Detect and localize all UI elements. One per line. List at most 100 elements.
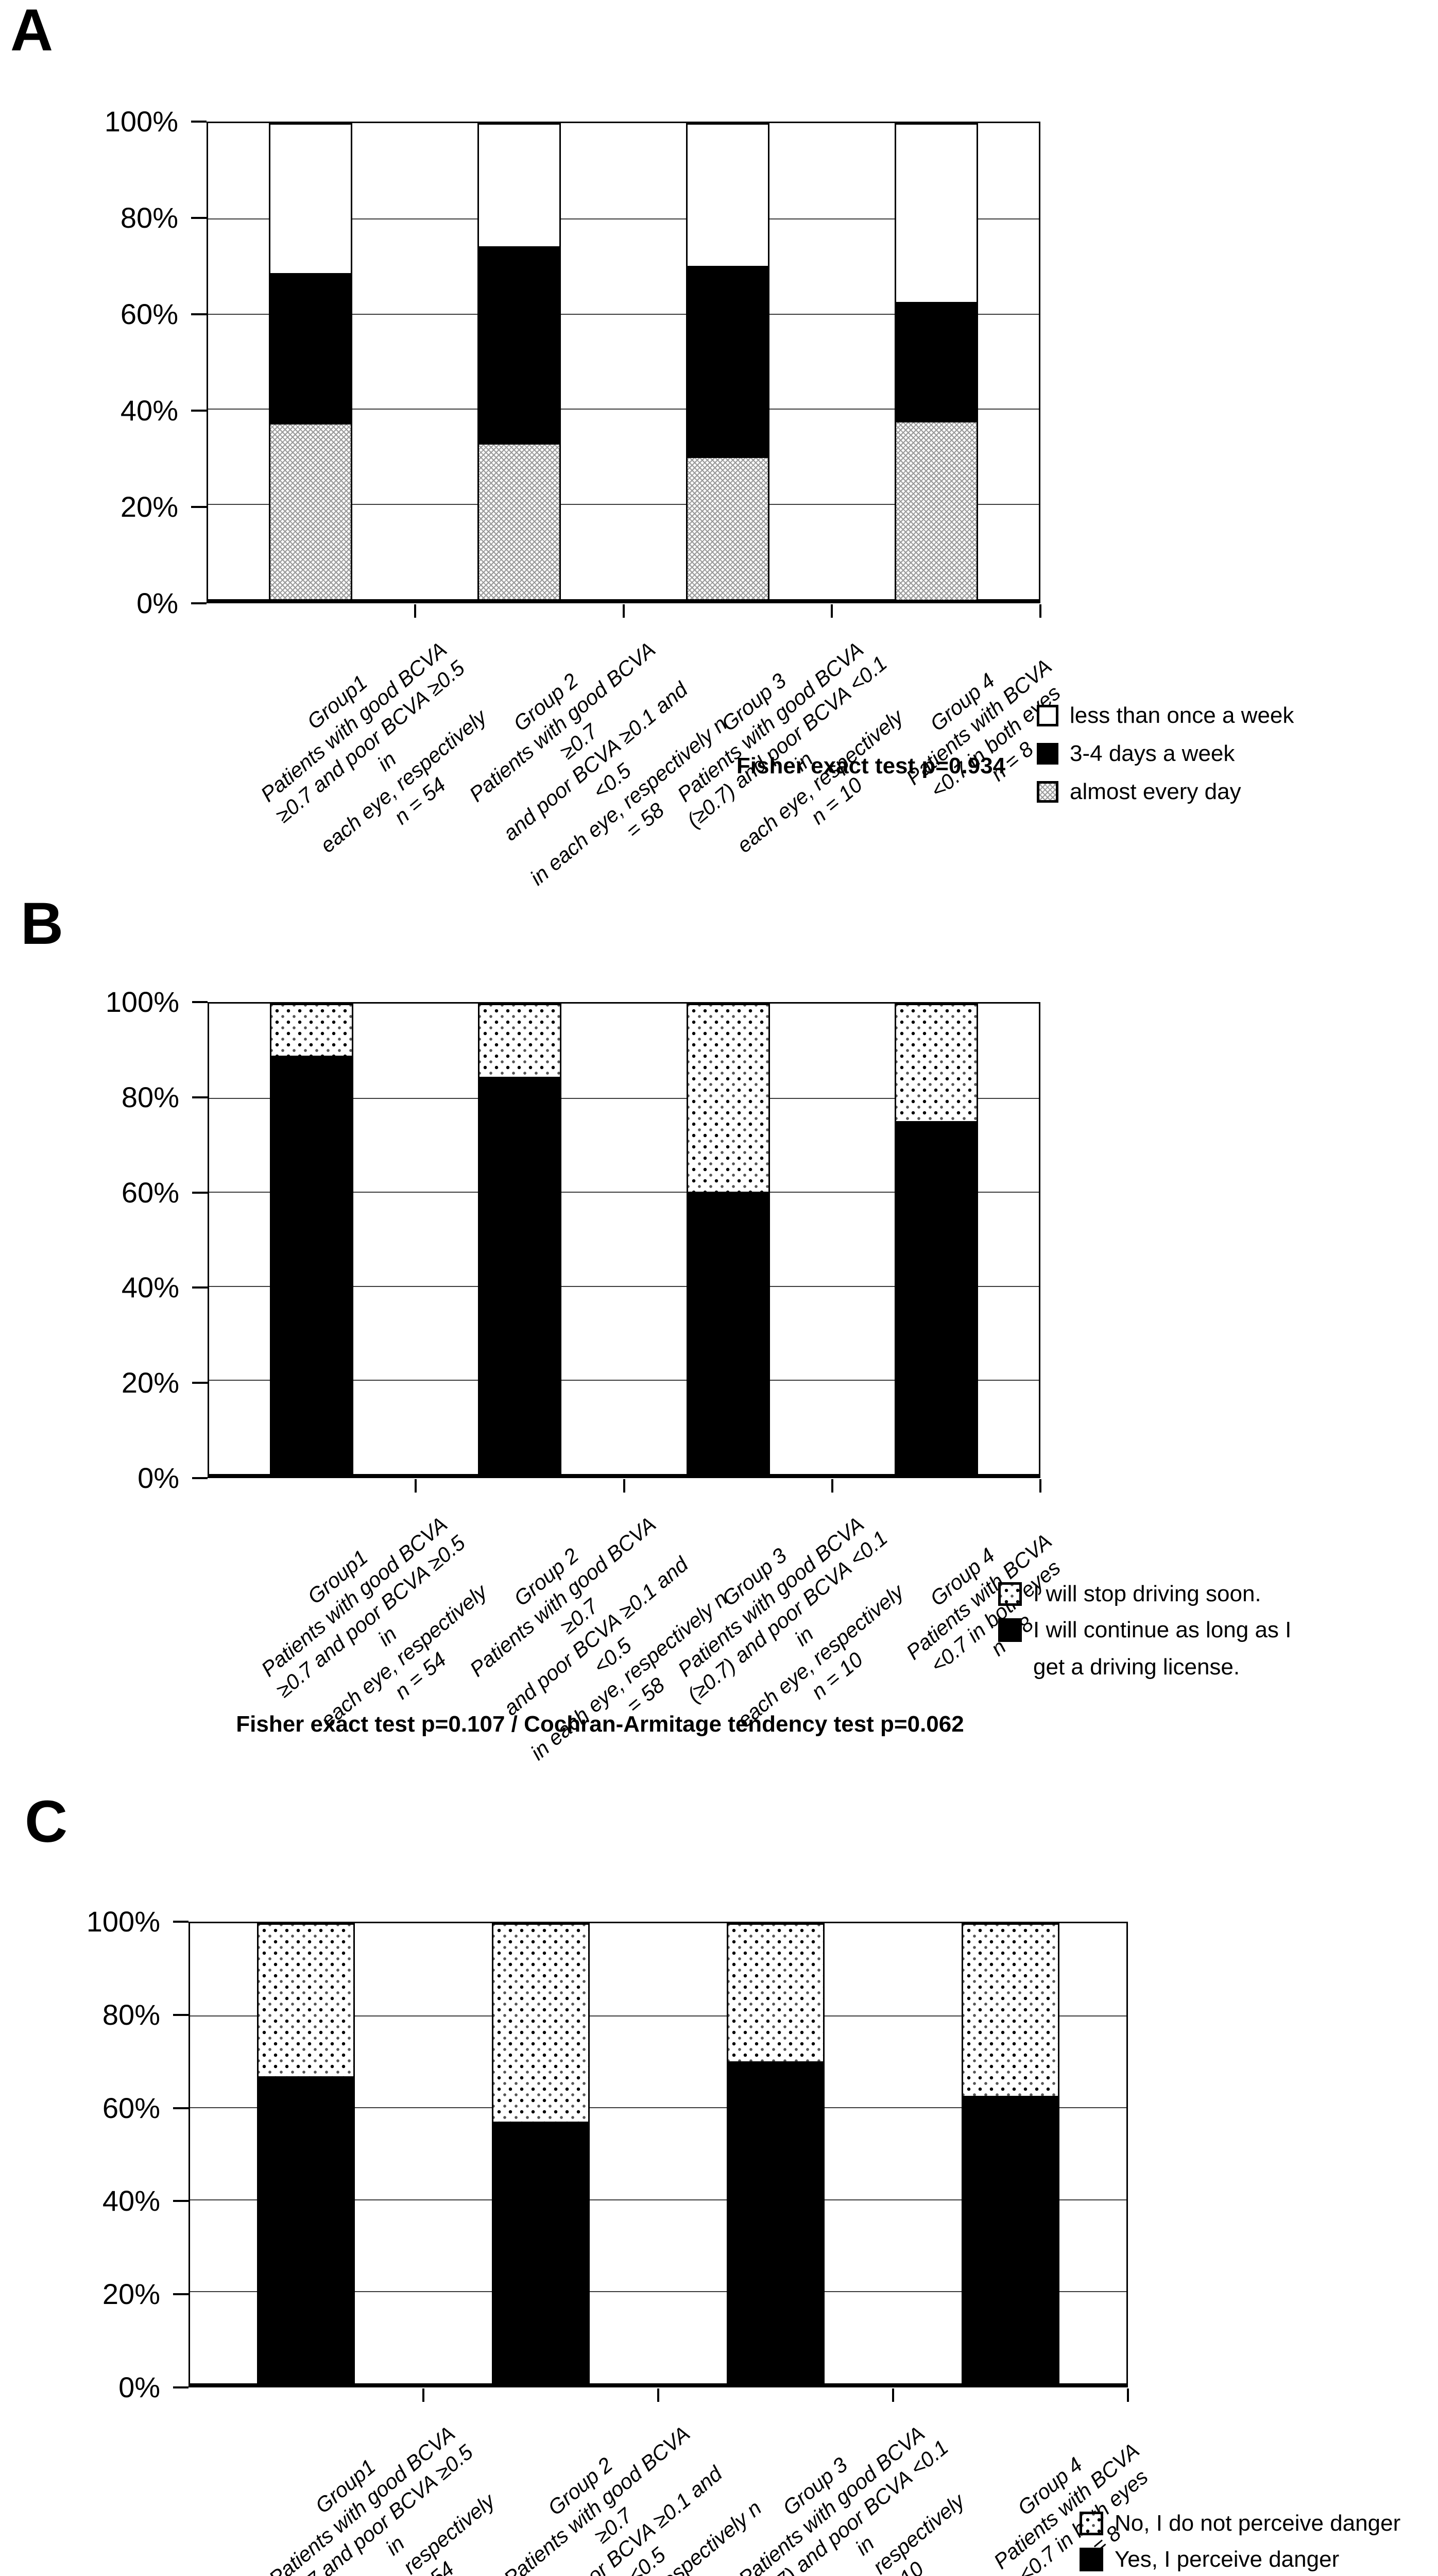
y-tick-label: 20%	[120, 490, 178, 523]
bar-segment-hatch	[477, 443, 561, 601]
bar-segment-black	[257, 2076, 355, 2385]
x-axis-tick	[831, 604, 833, 618]
y-axis-tick	[192, 1001, 208, 1003]
plot-area	[208, 1002, 1040, 1478]
legend-item-2: Yes, I perceive danger	[1080, 2541, 1339, 2576]
bar-group4	[962, 1923, 1059, 2385]
bar-segment-black	[687, 1192, 770, 1476]
bar-segment-black	[962, 2096, 1059, 2385]
bar-segment-black	[477, 246, 561, 445]
gridline-80pct	[209, 1098, 1039, 1099]
y-axis-tick	[173, 2293, 189, 2295]
legend-swatch-dots	[1080, 2512, 1103, 2535]
gridline-20pct	[209, 1380, 1039, 1381]
bar-group2	[477, 123, 561, 601]
legend-item-1: I will stop driving soon.	[998, 1575, 1261, 1613]
y-tick-label: 100%	[104, 105, 178, 138]
bar-segment-black	[686, 266, 769, 458]
bar-segment-dots	[257, 1923, 355, 2078]
x-axis-tick	[422, 2388, 424, 2402]
panel-a-stats-footer: Fisher exact test p=0.934	[736, 753, 1006, 778]
plot-area	[189, 1922, 1128, 2387]
legend-label: Yes, I perceive danger	[1115, 2547, 1340, 2572]
bar-segment-black	[727, 2061, 825, 2385]
legend-swatch-hatch	[1037, 781, 1058, 803]
y-tick-label: 100%	[105, 986, 179, 1018]
bar-segment-dots	[687, 1004, 770, 1193]
y-axis-tick	[173, 2386, 189, 2388]
y-axis-tick	[192, 1096, 208, 1098]
bar-segment-hatch	[269, 423, 352, 601]
gridline-40pct	[209, 1286, 1039, 1287]
bar-segment-dots	[492, 1923, 590, 2123]
legend-swatch-black	[1037, 743, 1058, 765]
y-axis-tick	[173, 2107, 189, 2109]
gridline-60pct	[190, 2107, 1126, 2108]
bar-group3	[727, 1923, 825, 2385]
panel-letter-a: A	[10, 0, 54, 63]
x-axis-tick	[1039, 604, 1041, 618]
legend-label: I will continue as long as I get a drivi…	[1033, 1617, 1292, 1680]
bar-segment-hatch	[686, 456, 769, 601]
gridline-60pct	[209, 1192, 1039, 1193]
y-axis-tick	[191, 506, 207, 508]
y-tick-label: 100%	[86, 1905, 160, 1938]
legend-item-1: less than once a week	[1037, 697, 1294, 734]
legend-label: I will stop driving soon.	[1033, 1581, 1261, 1606]
legend-swatch-black	[1080, 2548, 1103, 2571]
y-axis-tick	[191, 121, 207, 123]
y-axis-tick	[191, 602, 207, 604]
y-axis-tick	[192, 1192, 208, 1194]
bar-segment-dots	[895, 1004, 978, 1123]
bar-group4	[895, 123, 978, 601]
y-axis-tick	[192, 1382, 208, 1384]
y-tick-label: 80%	[102, 1998, 160, 2031]
x-axis-tick	[623, 604, 625, 618]
bar-segment-black	[269, 273, 352, 425]
bar-group3	[686, 123, 769, 601]
bar-segment-hatch	[895, 421, 978, 601]
bar-group1	[269, 123, 352, 601]
x-axis-tick	[623, 1479, 625, 1493]
y-axis-tick	[173, 2200, 189, 2202]
y-axis-tick	[191, 410, 207, 412]
y-tick-label: 60%	[102, 2092, 160, 2124]
bar-segment-black	[492, 2122, 590, 2385]
y-tick-label: 0%	[136, 587, 178, 619]
bar-segment-black	[895, 302, 978, 422]
gridline-80pct	[190, 2015, 1126, 2016]
y-axis-tick	[192, 1286, 208, 1289]
bar-segment-white	[269, 123, 352, 275]
legend-item-3: almost every day	[1037, 773, 1241, 810]
bar-segment-white	[895, 123, 978, 303]
x-axis-tick	[831, 1479, 833, 1493]
bar-segment-dots	[478, 1004, 561, 1078]
y-tick-label: 80%	[120, 201, 178, 234]
x-axis-tick	[1127, 2388, 1129, 2402]
bar-segment-dots	[962, 1923, 1059, 2097]
y-axis-tick	[192, 1477, 208, 1479]
bar-group1	[257, 1923, 355, 2385]
legend-label: 3-4 days a week	[1070, 741, 1235, 766]
legend-label: almost every day	[1070, 779, 1241, 804]
legend-label: No, I do not perceive danger	[1115, 2511, 1401, 2536]
legend-label: less than once a week	[1070, 703, 1294, 728]
x-axis-tick	[657, 2388, 659, 2402]
bar-segment-white	[477, 123, 561, 248]
gridline-60pct	[208, 314, 1039, 315]
bar-group2	[492, 1923, 590, 2385]
legend-item-2: 3-4 days a week	[1037, 735, 1235, 772]
panel-letter-b: B	[21, 891, 64, 957]
y-tick-label: 40%	[120, 394, 178, 427]
x-axis-tick	[414, 604, 416, 618]
panel-letter-c: C	[25, 1789, 68, 1855]
gridline-40pct	[190, 2199, 1126, 2200]
y-tick-label: 80%	[121, 1081, 179, 1113]
panel-b-stats-footer: Fisher exact test p=0.107 / Cochran-Armi…	[236, 1711, 964, 1737]
bar-group1	[270, 1004, 353, 1476]
bar-group3	[687, 1004, 770, 1476]
bar-segment-dots	[270, 1004, 353, 1057]
x-axis-tick	[415, 1479, 417, 1493]
x-axis-tick	[1039, 1479, 1041, 1493]
